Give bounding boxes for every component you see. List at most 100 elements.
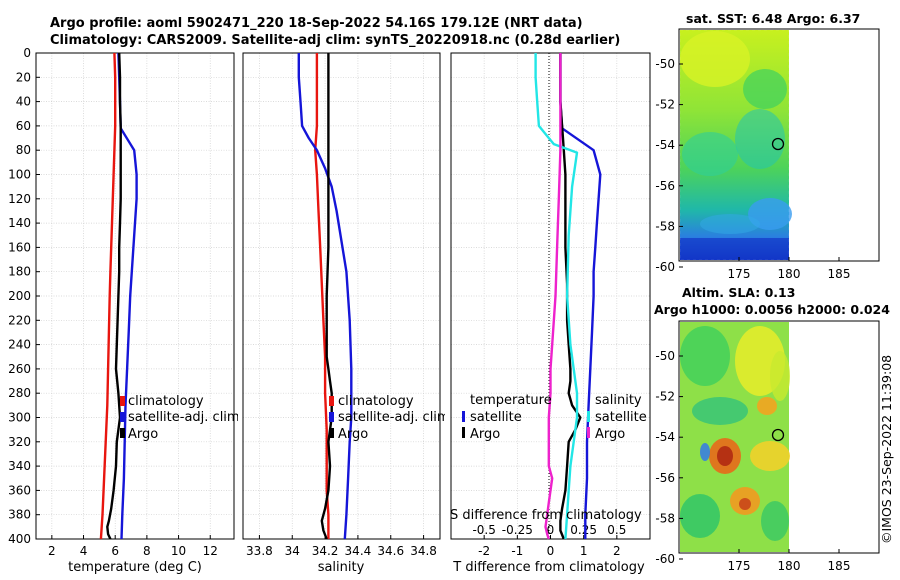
top-tick-label: -0.5 (472, 523, 495, 537)
map-x-tick-label: 180 (778, 559, 801, 573)
map-x-tick-label: 175 (728, 267, 751, 281)
series-line-s-satellite (534, 53, 579, 540)
difference-top-x-label: S difference from climatology (450, 508, 642, 523)
x-tick-label: 34.2 (312, 544, 339, 558)
temperature-series (99, 52, 138, 540)
salinity-grid (243, 52, 440, 540)
x-tick-label: 12 (203, 544, 218, 558)
x-tick-label: 2 (48, 544, 56, 558)
legend-swatch-s-argo (587, 427, 590, 438)
y-tick-label: 20 (16, 70, 31, 84)
argo-location-marker (771, 137, 785, 151)
salinity-x-label: salinity (318, 560, 365, 575)
map-y-tick-label: -52 (655, 98, 675, 112)
top-tick-label: -0.25 (502, 523, 533, 537)
sla-field (680, 322, 790, 552)
imos-stamp: ©IMOS 23-Sep-2022 11:39:08 (879, 355, 894, 544)
difference-series (534, 53, 602, 540)
map-y-tick-label: -50 (655, 57, 675, 71)
temperature-y-ticks: 0 20 40 60 80 100 120 140 160 180 200 220 240 260 280 3… (8, 46, 40, 546)
y-tick-label: 200 (8, 289, 31, 303)
map-y-tick-label: -60 (655, 552, 675, 566)
legend-swatch-argo (329, 428, 334, 438)
legend-label-argo: Argo (338, 427, 368, 442)
salinity-legend: climatology satellite-adj. clim Argo (329, 394, 445, 442)
legend-label-satellite: satellite-adj. clim (338, 410, 445, 425)
map-y-tick-label: -58 (655, 219, 675, 233)
map-y-tick-label: -56 (655, 471, 675, 485)
x-tick-label: 8 (143, 544, 151, 558)
top-tick-label: 0 (547, 523, 555, 537)
x-tick-label: 2 (613, 544, 621, 558)
series-line-satellite-adj-clim (297, 53, 353, 540)
legend-swatch-argo (120, 428, 125, 438)
legend-swatch-satellite (120, 412, 125, 422)
legend-swatch-climatology (329, 396, 334, 406)
sla-map-subtitle: Argo h1000: 0.0056 h2000: 0.024 (654, 302, 890, 317)
map-y-tick-label: -54 (655, 138, 675, 152)
x-tick-label: 6 (111, 544, 119, 558)
temperature-legend: climatology satellite-adj. clim Argo (120, 394, 238, 442)
x-tick-label: 33.8 (246, 544, 273, 558)
sla-map: -50 -52 -54 -56 -58 -60 175 180 185 (655, 320, 880, 573)
y-tick-label: 120 (8, 192, 31, 206)
y-tick-label: 240 (8, 338, 31, 352)
salinity-axes-frame (242, 52, 441, 540)
legend-label-s-satellite: satellite (595, 410, 647, 425)
y-tick-label: 280 (8, 386, 31, 400)
sla-x-ticks: 175 180 185 (728, 549, 850, 573)
x-tick-label: 34.4 (345, 544, 372, 558)
difference-profile-chart: -2 -1 0 1 2 -0.5 -0.25 0 0.25 0.5 temperature sa… (450, 52, 651, 575)
map-y-tick-label: -52 (655, 390, 675, 404)
map-x-tick-label: 180 (778, 267, 801, 281)
sst-x-ticks: 175 180 185 (728, 257, 850, 281)
y-tick-label: 220 (8, 313, 31, 327)
y-tick-label: 0 (23, 46, 31, 60)
difference-x-label: T difference from climatology (452, 560, 645, 575)
y-tick-label: 180 (8, 265, 31, 279)
sst-map: -50 -52 -54 -56 -58 -60 175 180 185 (655, 28, 880, 281)
temperature-grid (36, 52, 234, 540)
legend-label-s-argo: Argo (595, 427, 625, 442)
x-tick-label: -1 (511, 544, 523, 558)
series-line-climatology (313, 53, 330, 539)
y-tick-label: 260 (8, 362, 31, 376)
y-tick-label: 320 (8, 435, 31, 449)
sla-map-title: Altim. SLA: 0.13 (682, 285, 796, 300)
difference-legend-temperature: temperature satellite Argo (462, 393, 552, 442)
temperature-x-label: temperature (deg C) (68, 560, 202, 575)
sst-y-ticks: -50 -52 -54 -56 -58 -60 (655, 57, 683, 274)
legend-title-temperature: temperature (470, 393, 552, 408)
temperature-x-ticks: 2 4 6 8 10 12 (48, 535, 218, 558)
x-tick-label: 1 (580, 544, 588, 558)
x-tick-label: 34 (285, 544, 300, 558)
difference-x-ticks: -2 -1 0 1 2 (478, 535, 621, 558)
map-x-tick-label: 175 (728, 559, 751, 573)
map-y-tick-label: -54 (655, 430, 675, 444)
top-tick-label: 0.25 (570, 523, 597, 537)
legend-swatch-climatology (120, 396, 125, 406)
series-line-t-argo (559, 53, 582, 540)
x-tick-label: 34.8 (410, 544, 437, 558)
x-tick-label: 4 (80, 544, 88, 558)
legend-swatch-t-satellite (462, 411, 465, 422)
sst-map-title: sat. SST: 6.48 Argo: 6.37 (686, 11, 861, 26)
series-line-s-argo (544, 53, 562, 540)
map-y-tick-label: -58 (655, 511, 675, 525)
salinity-x-ticks: 33.8 34 34.2 34.4 34.6 34.8 (246, 535, 437, 558)
sla-y-ticks: -50 -52 -54 -56 -58 -60 (655, 349, 683, 566)
y-tick-label: 380 (8, 508, 31, 522)
imos-stamp-text: ©IMOS 23-Sep-2022 11:39:08 (879, 355, 894, 544)
map-y-tick-label: -60 (655, 260, 675, 274)
sst-field (679, 29, 792, 261)
difference-grid (451, 52, 650, 540)
salinity-series (297, 53, 353, 540)
map-y-tick-label: -50 (655, 349, 675, 363)
legend-label-climatology: climatology (128, 394, 204, 409)
legend-label-argo: Argo (128, 427, 158, 442)
legend-label-t-argo: Argo (470, 427, 500, 442)
y-tick-label: 400 (8, 532, 31, 546)
top-tick-label: 0.5 (607, 523, 626, 537)
x-tick-label: 34.6 (377, 544, 404, 558)
y-tick-label: 360 (8, 483, 31, 497)
